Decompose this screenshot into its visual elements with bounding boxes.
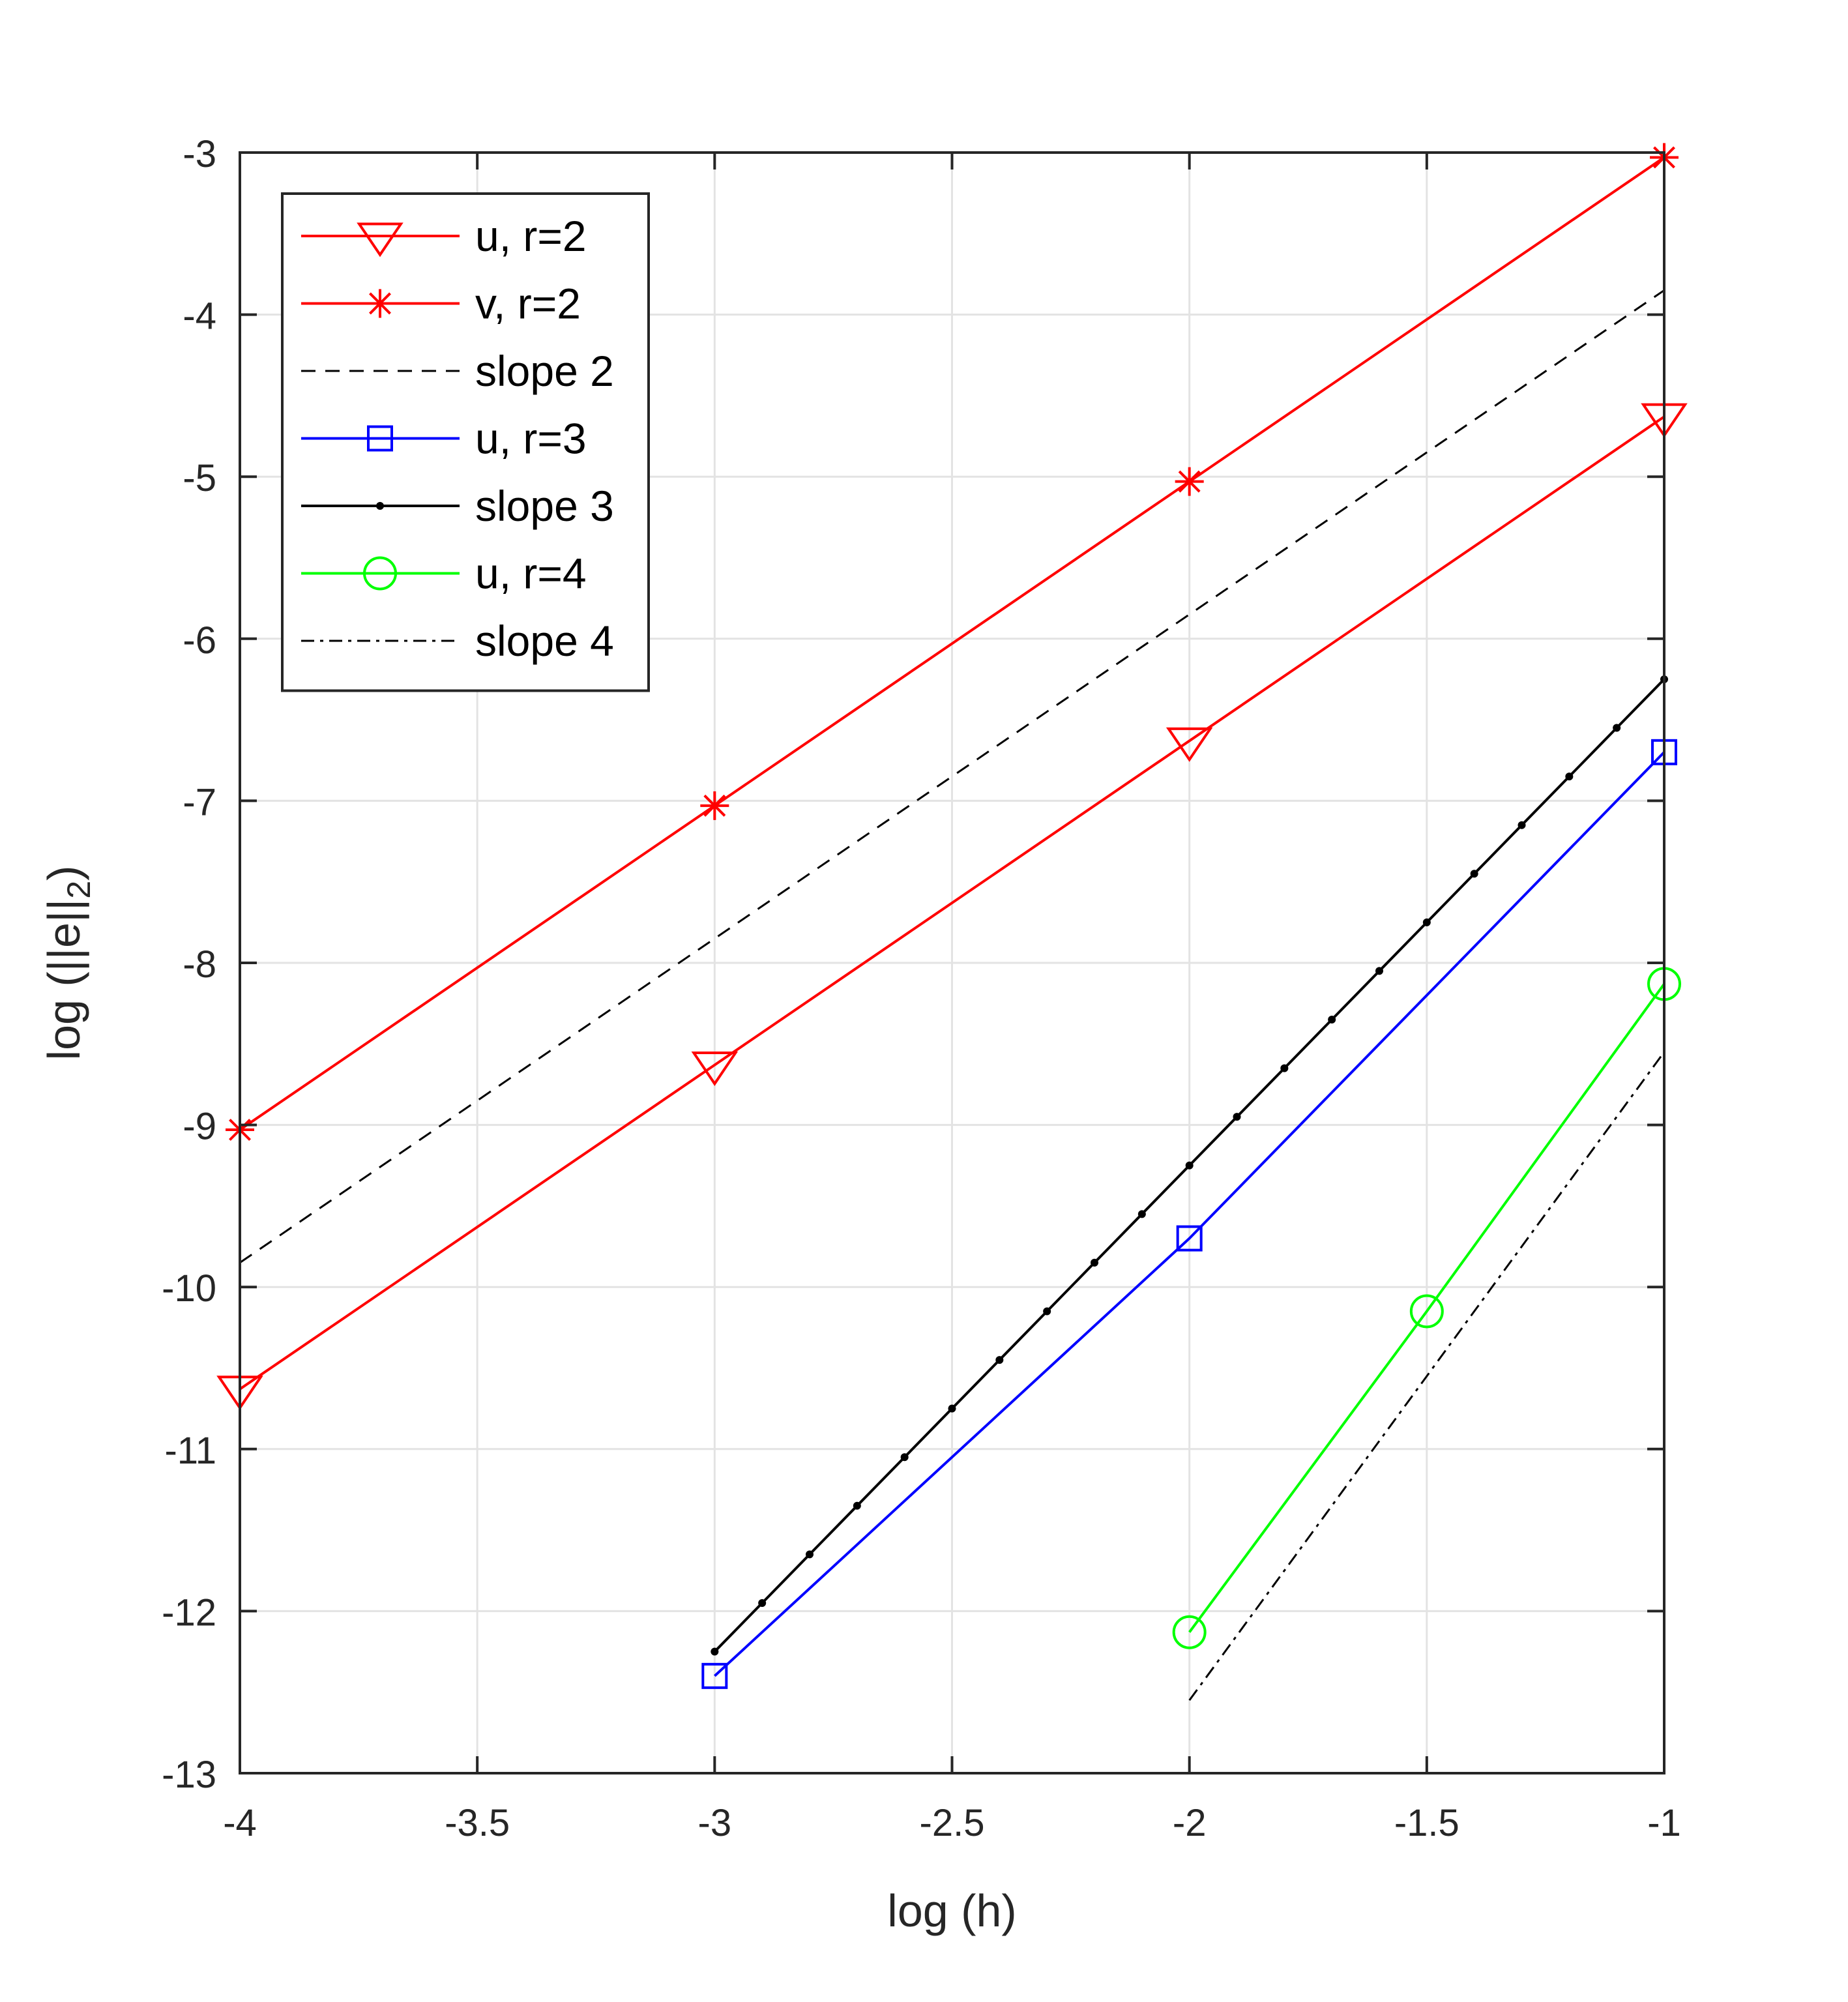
series-line-slope-2 xyxy=(239,289,1665,1264)
legend-entry-slope-4: slope 4 xyxy=(301,617,614,665)
legend-entry-slope-3: slope 3 xyxy=(301,482,614,530)
series-line-v-r-2 xyxy=(239,156,1665,1131)
data-point-u-r-3 xyxy=(1176,1225,1203,1252)
x-tick-label: -2 xyxy=(1173,1802,1207,1844)
legend-label-slope-4: slope 4 xyxy=(475,617,614,665)
x-tick-label: -3.5 xyxy=(445,1802,510,1844)
data-point-slope-3 xyxy=(806,1550,814,1559)
data-point-slope-3 xyxy=(1137,1210,1146,1218)
y-tick-label: -3 xyxy=(183,133,216,175)
legend-label-u-r-3: u, r=3 xyxy=(475,415,587,463)
data-point-slope-3 xyxy=(1043,1307,1051,1316)
y-axis-label: log (||e||2) xyxy=(38,866,97,1061)
series-slope-3 xyxy=(711,675,1668,1656)
x-tick-label: -1 xyxy=(1647,1802,1681,1844)
x-tick-label: -1.5 xyxy=(1394,1802,1459,1844)
data-point-slope-3 xyxy=(1233,1113,1241,1121)
y-tick-label: -5 xyxy=(183,457,216,499)
data-point-v-r-2 xyxy=(700,791,729,820)
legend: u, r=2 v, r=2 slope 2 u, r=3 slope 3 u, r=4 sl… xyxy=(281,192,650,692)
legend-label-slope-3: slope 3 xyxy=(475,482,614,530)
y-tick-label: -11 xyxy=(164,1430,216,1472)
data-point-u-r-2 xyxy=(1166,727,1213,762)
y-tick-label: -9 xyxy=(183,1106,216,1148)
y-tick-label: -10 xyxy=(162,1267,216,1310)
x-tick-label: -3 xyxy=(698,1802,732,1844)
data-point-slope-3 xyxy=(1422,918,1431,926)
series-line-slope-4 xyxy=(1188,1051,1665,1701)
data-point-slope-3 xyxy=(1613,724,1621,732)
y-axis-label-close: ) xyxy=(38,866,89,881)
y-axis-label-subscript: 2 xyxy=(61,881,97,899)
y-tick-label: -7 xyxy=(183,781,216,823)
data-point-u-r-4 xyxy=(1172,1615,1207,1649)
ticks: -4 -3.5 -3 -2.5 -2 -1.5 -1 -13 -12 -11 -10 -9 -8 -7 -6… xyxy=(162,133,1681,1844)
series-line-u-r-3 xyxy=(713,751,1665,1677)
data-point-u-r-3 xyxy=(701,1662,728,1689)
legend-entry-slope-2: slope 2 xyxy=(301,347,614,395)
data-point-slope-3 xyxy=(1091,1258,1098,1267)
legend-entry-u-r-2: u, r=2 xyxy=(301,212,587,260)
series-u-r-3 xyxy=(701,739,1677,1689)
data-point-slope-3 xyxy=(1280,1064,1289,1072)
y-tick-label: -13 xyxy=(162,1754,216,1796)
data-point-slope-3 xyxy=(900,1453,909,1462)
data-point-slope-3 xyxy=(948,1404,956,1413)
x-tick-label: -2.5 xyxy=(920,1802,985,1844)
legend-marker-v-r-2 xyxy=(366,289,394,318)
legend-box xyxy=(281,192,650,692)
legend-marker-u-r-4 xyxy=(363,556,397,591)
y-axis-label-main: log (||e|| xyxy=(38,899,89,1061)
data-point-v-r-2 xyxy=(1175,467,1204,496)
series-slope-2 xyxy=(239,289,1665,1264)
legend-marker-u-r-2 xyxy=(357,222,403,258)
x-tick-label: -4 xyxy=(223,1802,257,1844)
series-slope-4 xyxy=(1188,1051,1665,1701)
legend-marker-slope-3 xyxy=(376,502,384,510)
series-line-u-r-4 xyxy=(1188,983,1665,1633)
legend-label-u-r-4: u, r=4 xyxy=(475,550,587,598)
data-point-slope-3 xyxy=(1518,821,1526,829)
series-line-u-r-2 xyxy=(239,415,1665,1391)
legend-entry-u-r-3: u, r=3 xyxy=(301,415,587,463)
data-point-slope-3 xyxy=(995,1356,1004,1364)
y-tick-label: -8 xyxy=(183,943,216,986)
legend-label-u-r-2: u, r=2 xyxy=(475,212,587,260)
data-point-slope-3 xyxy=(1375,967,1383,975)
legend-entry-u-r-4: u, r=4 xyxy=(301,550,587,598)
data-point-slope-3 xyxy=(1470,870,1478,878)
data-point-slope-3 xyxy=(711,1647,719,1656)
data-point-u-r-4 xyxy=(1409,1294,1444,1329)
data-point-u-r-2 xyxy=(691,1052,739,1086)
legend-label-slope-2: slope 2 xyxy=(475,347,614,395)
data-point-slope-3 xyxy=(1185,1161,1194,1170)
y-tick-label: -12 xyxy=(162,1591,216,1634)
legend-label-v-r-2: v, r=2 xyxy=(475,280,581,328)
data-point-slope-3 xyxy=(758,1598,767,1607)
y-tick-label: -4 xyxy=(183,295,216,338)
series-u-r-2 xyxy=(216,403,1688,1411)
legend-marker-u-r-3 xyxy=(367,425,393,452)
y-tick-label: -6 xyxy=(183,619,216,662)
data-point-slope-3 xyxy=(1565,773,1574,781)
data-point-slope-3 xyxy=(853,1501,861,1510)
x-axis-label: log (h) xyxy=(887,1885,1016,1936)
data-point-slope-3 xyxy=(1328,1016,1336,1024)
legend-entry-v-r-2: v, r=2 xyxy=(301,280,581,328)
